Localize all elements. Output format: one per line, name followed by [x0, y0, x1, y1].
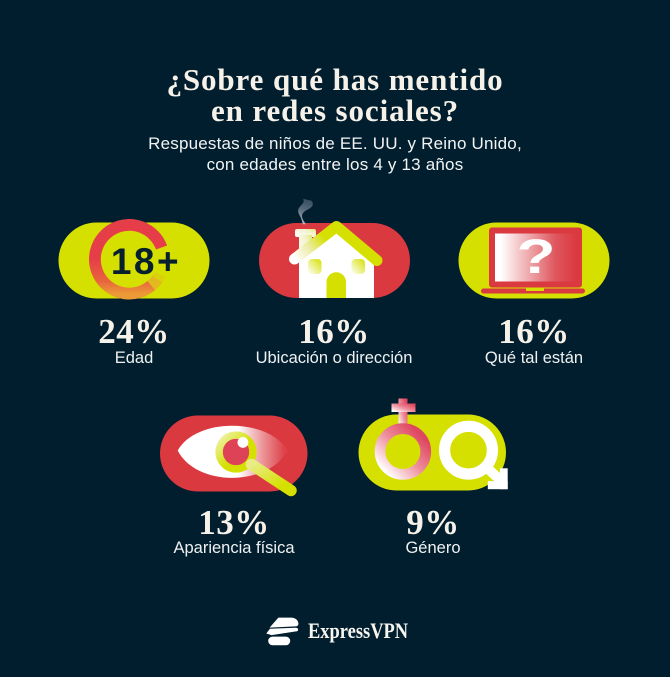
- svg-text:?: ?: [517, 230, 556, 284]
- svg-text:18+: 18+: [111, 241, 181, 282]
